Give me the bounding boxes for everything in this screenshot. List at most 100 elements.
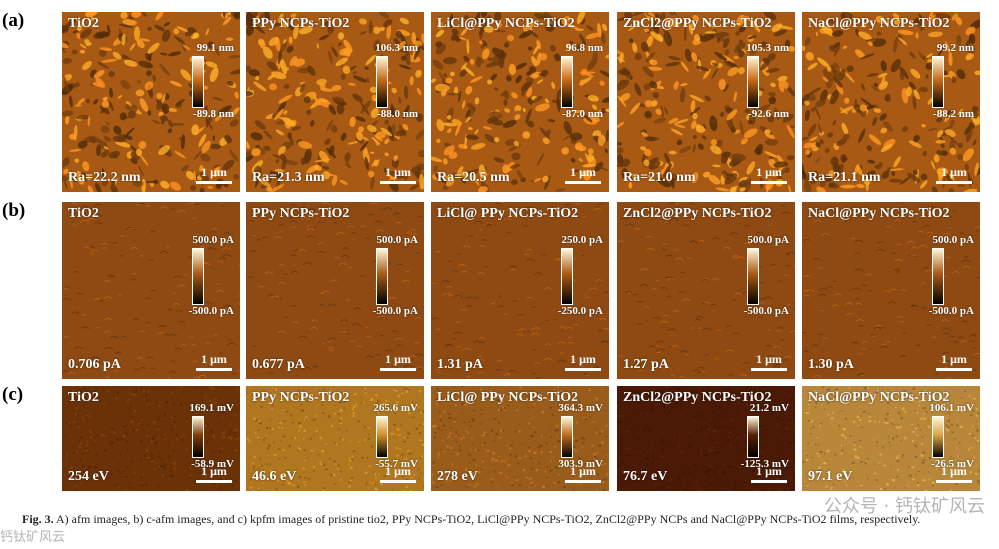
scale-bar-line [380,181,416,184]
color-scale-max: 99.2 nm [936,42,974,54]
scale-bar-line [751,480,787,483]
scale-bar-label: 1 μm [201,464,227,478]
panel-cafm-4: NaCl@PPy NCPs-TiO2 500.0 pA -500.0 pA 1.30 … [802,202,980,379]
scale-bar-line [936,480,972,483]
color-scale-min: -125.3 mV [740,458,789,470]
scale-bar: 1 μm [196,464,232,483]
panel-title: LiCl@PPy NCPs-TiO2 [437,16,575,31]
color-scale-max: 500.0 pA [747,234,789,246]
panel-kpfm-2: LiCl@ PPy NCPs-TiO2 364.3 mV 303.9 mV 278 e… [431,386,609,491]
panel-title: TiO2 [68,16,99,31]
color-scale-max: 500.0 pA [376,234,418,246]
scale-bar: 1 μm [380,464,416,483]
panel-afm-2: LiCl@PPy NCPs-TiO2 96.8 nm -87.0 nm Ra=20.5… [431,12,609,192]
scale-bar-line [565,480,601,483]
color-scale-min: -89.8 nm [193,108,234,120]
panel-title: NaCl@PPy NCPs-TiO2 [808,16,950,31]
panel-metric: Ra=21.0 nm [623,170,696,185]
panel-metric: Ra=22.2 nm [68,170,141,185]
panel-metric: 76.7 eV [623,469,668,484]
scale-bar: 1 μm [751,464,787,483]
scale-bar-label: 1 μm [756,352,782,366]
scale-bar-label: 1 μm [570,165,596,179]
panel-metric: 1.31 pA [437,357,483,372]
panel-afm-3: ZnCl2@PPy NCPs-TiO2 105.3 nm -92.6 nm Ra=21… [617,12,795,192]
color-scale-bar [376,416,388,458]
panel-metric: 278 eV [437,469,478,484]
panel-metric: Ra=20.5 nm [437,170,510,185]
row-label-0: (a) [2,10,25,31]
panel-cafm-2: LiCl@ PPy NCPs-TiO2 250.0 pA -250.0 pA 1.31… [431,202,609,379]
panel-metric: 46.6 eV [252,469,297,484]
color-scale-bar [747,416,759,458]
panel-title: ZnCl2@PPy NCPs-TiO2 [623,16,772,31]
panel-title: ZnCl2@PPy NCPs-TiO2 [623,206,772,221]
caption-text: A) afm images, b) c-afm images, and c) k… [56,512,921,526]
color-scale-min: -250.0 pA [557,305,603,317]
scale-bar: 1 μm [380,352,416,371]
color-scale-max: 96.8 nm [565,42,603,54]
scale-bar-line [565,181,601,184]
panel-kpfm-4: NaCl@PPy NCPs-TiO2 106.1 mV -26.5 mV 97.1 e… [802,386,980,491]
panel-afm-1: PPy NCPs-TiO2 106.3 nm -88.0 nm Ra=21.3 nm 1… [246,12,424,192]
scale-bar-label: 1 μm [385,464,411,478]
scale-bar: 1 μm [936,165,972,184]
scale-bar-label: 1 μm [201,352,227,366]
color-scale-max: 105.3 nm [746,42,789,54]
row-label-2: (c) [2,384,24,405]
color-scale-max: 265.6 mV [373,402,418,414]
caption-prefix: Fig. 3. [22,512,54,526]
color-scale-bar [376,248,388,305]
panel-cafm-1: PPy NCPs-TiO2 500.0 pA -500.0 pA 0.677 pA 1 … [246,202,424,379]
panel-kpfm-0: TiO2 169.1 mV -58.9 mV 254 eV 1 μm [62,386,240,491]
color-scale-bar [747,248,759,305]
panel-texture [617,202,795,378]
color-scale-bar [192,56,204,108]
scale-bar-line [936,368,972,371]
scale-bar: 1 μm [565,165,601,184]
panel-texture [617,386,795,491]
panel-texture [62,12,240,192]
color-scale-min: -58.9 mV [191,458,234,470]
scale-bar-label: 1 μm [941,464,967,478]
scale-bar: 1 μm [565,352,601,371]
scale-bar-label: 1 μm [570,352,596,366]
color-scale-min: -26.5 mV [931,458,974,470]
watermark: 公众号 · 钙钛矿风云 [823,496,985,517]
panel-title: PPy NCPs-TiO2 [252,390,350,405]
panel-title: TiO2 [68,206,99,221]
scale-bar-label: 1 μm [756,165,782,179]
color-scale-bar [561,56,573,108]
panel-title: LiCl@ PPy NCPs-TiO2 [437,390,579,405]
scale-bar-line [196,480,232,483]
color-scale-min: -500.0 pA [743,305,789,317]
color-scale-bar [932,56,944,108]
scale-bar-label: 1 μm [570,464,596,478]
scale-bar-label: 1 μm [941,352,967,366]
scale-bar-line [196,368,232,371]
color-scale-bar [192,248,204,305]
panel-texture [246,12,424,192]
scale-bar: 1 μm [380,165,416,184]
scale-bar: 1 μm [751,352,787,371]
scale-bar: 1 μm [196,165,232,184]
color-scale-max: 106.1 mV [929,402,974,414]
scale-bar-label: 1 μm [385,165,411,179]
scale-bar-line [565,368,601,371]
panel-title: NaCl@PPy NCPs-TiO2 [808,390,950,405]
color-scale-min: -500.0 pA [188,305,234,317]
panel-kpfm-3: ZnCl2@PPy NCPs-TiO2 21.2 mV -125.3 mV 76.7 … [617,386,795,491]
color-scale-bar [932,248,944,305]
panel-texture [802,12,980,192]
panel-texture [431,386,609,491]
row-label-1: (b) [2,200,26,221]
color-scale-bar [561,416,573,458]
color-scale-min: -88.0 nm [377,108,418,120]
color-scale-min: -500.0 pA [928,305,974,317]
panel-metric: 97.1 eV [808,469,853,484]
panel-afm-4: NaCl@PPy NCPs-TiO2 99.2 nm -88.2 nm Ra=21.1… [802,12,980,192]
panel-texture [617,12,795,192]
color-scale-bar [561,248,573,305]
panel-texture [246,386,424,491]
color-scale-bar [376,56,388,108]
